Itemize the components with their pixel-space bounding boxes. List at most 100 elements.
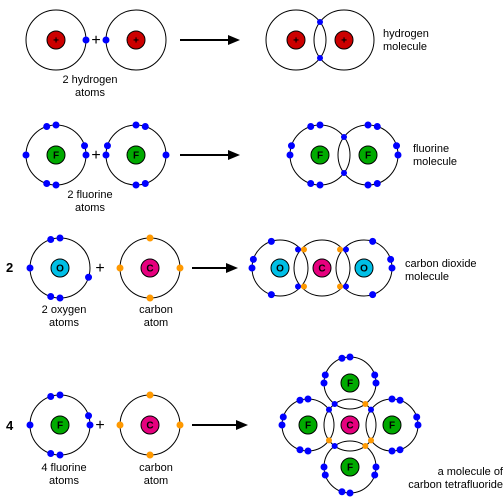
label-fluorine-left: 2 fluorine atoms: [40, 189, 140, 215]
electron: [163, 152, 169, 158]
electron: [339, 489, 345, 495]
electron: [103, 37, 109, 43]
label-carbon-cf4: carbon atom: [116, 462, 196, 488]
nucleus-symbol: C: [146, 421, 153, 432]
shared-electron: [343, 246, 349, 252]
electron: [57, 295, 63, 301]
label-hydrogen-left: 2 hydrogen atoms: [40, 74, 140, 100]
electron: [48, 451, 54, 457]
electron: [57, 235, 63, 241]
electron: [394, 143, 400, 149]
nucleus-symbol: F: [305, 421, 311, 432]
electron: [389, 396, 395, 402]
shared-electron: [343, 284, 349, 290]
nucleus-symbol: O: [360, 264, 368, 275]
shared-electron: [337, 246, 343, 252]
electron: [44, 181, 50, 187]
electron: [297, 397, 303, 403]
nucleus-symbol: +: [133, 36, 139, 47]
electron: [147, 295, 153, 301]
label-fluorine-right: fluorine molecule: [413, 143, 493, 169]
electron: [305, 396, 311, 402]
shared-electron: [341, 170, 347, 176]
electron: [177, 265, 183, 271]
electron: [57, 392, 63, 398]
electron: [249, 265, 255, 271]
shared-electron: [332, 401, 338, 407]
shared-electron: [301, 284, 307, 290]
electron: [308, 181, 314, 187]
electron: [373, 380, 379, 386]
label-cf4-right: a molecule of carbon tetrafluoride: [393, 466, 503, 492]
electron: [27, 265, 33, 271]
electron: [373, 464, 379, 470]
electron: [374, 181, 380, 187]
electron: [133, 122, 139, 128]
electron: [280, 414, 286, 420]
plus-symbol: +: [91, 32, 100, 49]
electron: [317, 122, 323, 128]
shared-electron: [326, 437, 332, 443]
label-coef-2: 2: [6, 260, 13, 276]
electron: [117, 422, 123, 428]
electron: [103, 152, 109, 158]
label-co2-right: carbon dioxide molecule: [405, 258, 503, 284]
electron: [322, 372, 328, 378]
electron: [388, 256, 394, 262]
label-oxygen-left: 2 oxygen atoms: [24, 304, 104, 330]
plus-symbol: +: [91, 147, 100, 164]
electron: [395, 152, 401, 158]
electron: [48, 393, 54, 399]
nucleus-symbol: F: [365, 151, 371, 162]
nucleus-symbol: +: [293, 36, 299, 47]
electron: [82, 143, 88, 149]
electron: [347, 354, 353, 360]
plus-symbol: +: [95, 260, 104, 277]
electron: [142, 181, 148, 187]
electron: [44, 123, 50, 129]
shared-electron: [295, 284, 301, 290]
electron: [117, 265, 123, 271]
electron: [370, 238, 376, 244]
shared-electron: [362, 401, 368, 407]
nucleus-symbol: +: [341, 36, 347, 47]
nucleus-symbol: F: [347, 463, 353, 474]
electron: [308, 123, 314, 129]
nucleus-symbol: O: [276, 264, 284, 275]
label-fluorine4-left: 4 fluorine atoms: [24, 462, 104, 488]
nucleus-symbol: +: [53, 36, 59, 47]
electron: [147, 452, 153, 458]
electron: [87, 422, 93, 428]
electron: [86, 274, 92, 280]
electron: [372, 472, 378, 478]
electron: [23, 152, 29, 158]
electron: [250, 256, 256, 262]
electron: [83, 37, 89, 43]
electron: [279, 422, 285, 428]
electron: [53, 122, 59, 128]
nucleus-symbol: F: [53, 151, 59, 162]
electron: [374, 123, 380, 129]
shared-electron: [368, 407, 374, 413]
electron: [347, 490, 353, 496]
shared-electron: [317, 19, 323, 25]
arrow-head: [236, 420, 248, 430]
shared-electron: [332, 443, 338, 449]
electron: [370, 292, 376, 298]
electron: [147, 235, 153, 241]
electron: [288, 143, 294, 149]
electron: [53, 182, 59, 188]
electron: [147, 392, 153, 398]
arrow-head: [226, 263, 238, 273]
nucleus-symbol: C: [346, 421, 353, 432]
nucleus-symbol: F: [389, 421, 395, 432]
nucleus-symbol: C: [146, 264, 153, 275]
electron: [177, 422, 183, 428]
shared-electron: [317, 55, 323, 61]
shared-electron: [341, 134, 347, 140]
nucleus-symbol: O: [56, 264, 64, 275]
electron: [397, 397, 403, 403]
arrow-head: [228, 35, 240, 45]
electron: [287, 152, 293, 158]
electron: [48, 294, 54, 300]
